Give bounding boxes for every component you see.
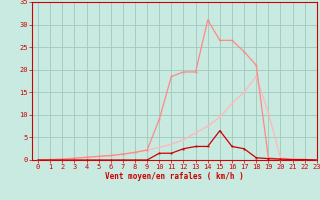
X-axis label: Vent moyen/en rafales ( km/h ): Vent moyen/en rafales ( km/h )	[105, 172, 244, 181]
